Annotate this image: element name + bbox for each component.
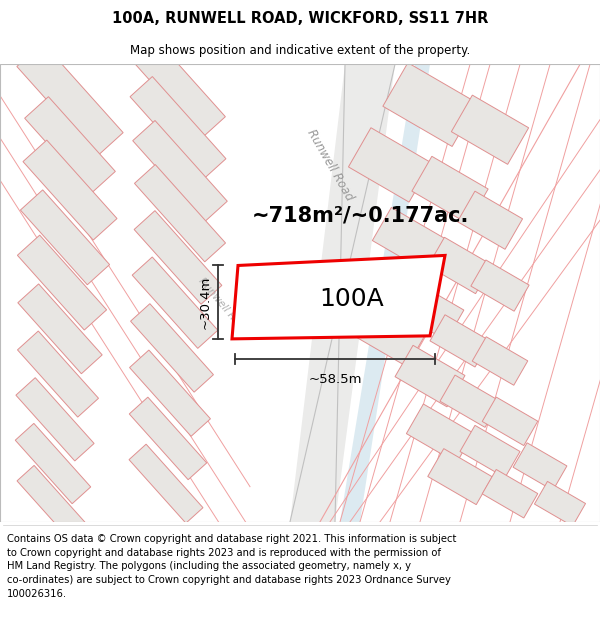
- Polygon shape: [15, 423, 91, 504]
- Polygon shape: [471, 260, 529, 311]
- Polygon shape: [406, 404, 473, 462]
- Polygon shape: [134, 164, 226, 262]
- Polygon shape: [349, 127, 431, 202]
- Text: ~58.5m: ~58.5m: [308, 373, 362, 386]
- Polygon shape: [16, 378, 94, 461]
- Polygon shape: [17, 466, 89, 542]
- Polygon shape: [472, 337, 528, 385]
- Polygon shape: [430, 315, 490, 367]
- Polygon shape: [129, 444, 203, 523]
- Polygon shape: [513, 443, 567, 491]
- Text: ~30.4m: ~30.4m: [199, 276, 212, 329]
- Polygon shape: [132, 257, 218, 348]
- Polygon shape: [133, 121, 227, 221]
- Text: 100A: 100A: [319, 287, 383, 311]
- Text: Contains OS data © Crown copyright and database right 2021. This information is : Contains OS data © Crown copyright and d…: [7, 534, 457, 599]
- Polygon shape: [457, 191, 523, 249]
- Polygon shape: [482, 469, 538, 518]
- Polygon shape: [535, 481, 586, 526]
- Polygon shape: [428, 449, 492, 504]
- Polygon shape: [17, 331, 98, 417]
- Polygon shape: [428, 238, 492, 294]
- Text: ~718m²/~0.177ac.: ~718m²/~0.177ac.: [251, 205, 469, 225]
- Polygon shape: [17, 235, 107, 330]
- Polygon shape: [355, 305, 425, 367]
- Polygon shape: [440, 375, 500, 428]
- Polygon shape: [130, 76, 226, 179]
- Polygon shape: [340, 64, 430, 522]
- Polygon shape: [23, 140, 117, 240]
- Text: Runwell R—: Runwell R—: [196, 276, 244, 329]
- Polygon shape: [129, 397, 207, 480]
- Polygon shape: [395, 346, 465, 407]
- Polygon shape: [373, 208, 448, 273]
- Polygon shape: [232, 256, 445, 339]
- Text: Map shows position and indicative extent of the property.: Map shows position and indicative extent…: [130, 44, 470, 57]
- Text: Runwell Road: Runwell Road: [304, 127, 356, 203]
- Polygon shape: [396, 281, 464, 341]
- Polygon shape: [125, 31, 226, 138]
- Polygon shape: [17, 43, 123, 156]
- Polygon shape: [383, 62, 477, 146]
- Polygon shape: [482, 397, 538, 446]
- Polygon shape: [412, 156, 488, 224]
- Polygon shape: [20, 190, 110, 285]
- Polygon shape: [451, 95, 529, 164]
- Polygon shape: [18, 284, 102, 374]
- Polygon shape: [131, 304, 214, 392]
- Polygon shape: [134, 211, 222, 304]
- Polygon shape: [290, 64, 395, 522]
- Polygon shape: [460, 426, 520, 478]
- Polygon shape: [130, 350, 211, 436]
- Text: 100A, RUNWELL ROAD, WICKFORD, SS11 7HR: 100A, RUNWELL ROAD, WICKFORD, SS11 7HR: [112, 11, 488, 26]
- Polygon shape: [25, 97, 115, 193]
